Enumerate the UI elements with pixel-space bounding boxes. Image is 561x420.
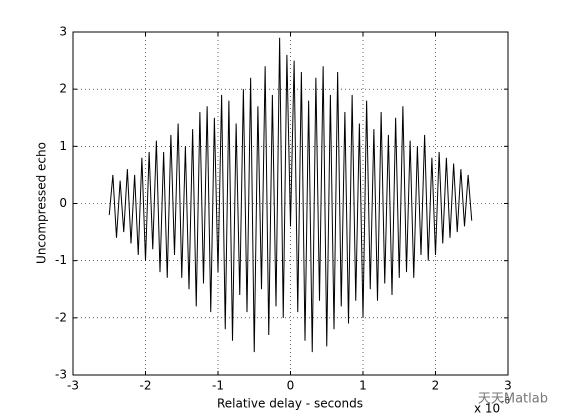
x-tick-label: -1 xyxy=(212,379,224,393)
x-tick-label: 1 xyxy=(359,379,367,393)
y-tick-label: -1 xyxy=(55,253,67,267)
y-tick-label: 1 xyxy=(59,139,67,153)
x-axis-label: Relative delay - seconds xyxy=(217,397,363,411)
x-multiplier: x 10 xyxy=(474,402,500,416)
y-axis-label: Uncompressed echo xyxy=(35,142,49,264)
x-tick-label: -3 xyxy=(67,379,79,393)
x-tick-label: -2 xyxy=(140,379,152,393)
x-tick-label: 2 xyxy=(432,379,440,393)
y-tick-label: 0 xyxy=(59,196,67,210)
y-tick-label: -2 xyxy=(55,310,67,324)
y-tick-label: 2 xyxy=(59,82,67,96)
x-tick-label: 3 xyxy=(504,379,512,393)
y-tick-label: -3 xyxy=(55,368,67,382)
watermark: 天天Matlab xyxy=(478,392,548,407)
x-exponent: -6 xyxy=(501,397,510,407)
y-tick-label: 3 xyxy=(59,25,67,39)
x-tick-label: 0 xyxy=(287,379,295,393)
signal-line xyxy=(108,37,473,353)
